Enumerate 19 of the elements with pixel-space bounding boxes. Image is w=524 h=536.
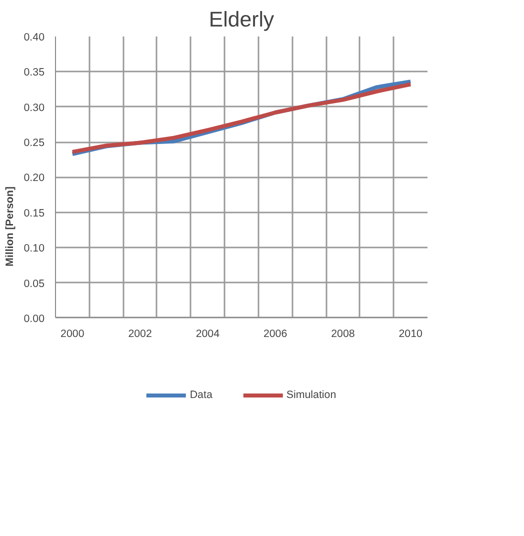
y-tick-label: 0.20: [24, 172, 45, 184]
y-tick-label: 0.40: [24, 32, 45, 44]
y-tick-label: 0.00: [24, 312, 45, 325]
x-tick-label: 2002: [128, 328, 152, 340]
x-tick-label: 2010: [398, 328, 423, 340]
y-axis-title: Million [Person]: [4, 186, 16, 266]
y-tick-label: 0.10: [24, 242, 45, 255]
legend-label: Data: [190, 389, 212, 401]
x-tick-label: 2006: [263, 328, 288, 340]
chart-title: Elderly: [208, 8, 274, 32]
legend-label: Simulation: [286, 389, 336, 401]
y-tick-label: 0.25: [24, 137, 45, 150]
y-tick-label: 0.35: [24, 66, 45, 79]
x-tick-label: 2004: [196, 328, 220, 340]
y-tick-label: 0.30: [24, 102, 45, 114]
y-tick-label: 0.15: [24, 207, 45, 220]
x-tick-label: 2000: [60, 328, 84, 340]
x-tick-label: 2008: [331, 328, 355, 340]
y-tick-label: 0.05: [24, 278, 45, 290]
